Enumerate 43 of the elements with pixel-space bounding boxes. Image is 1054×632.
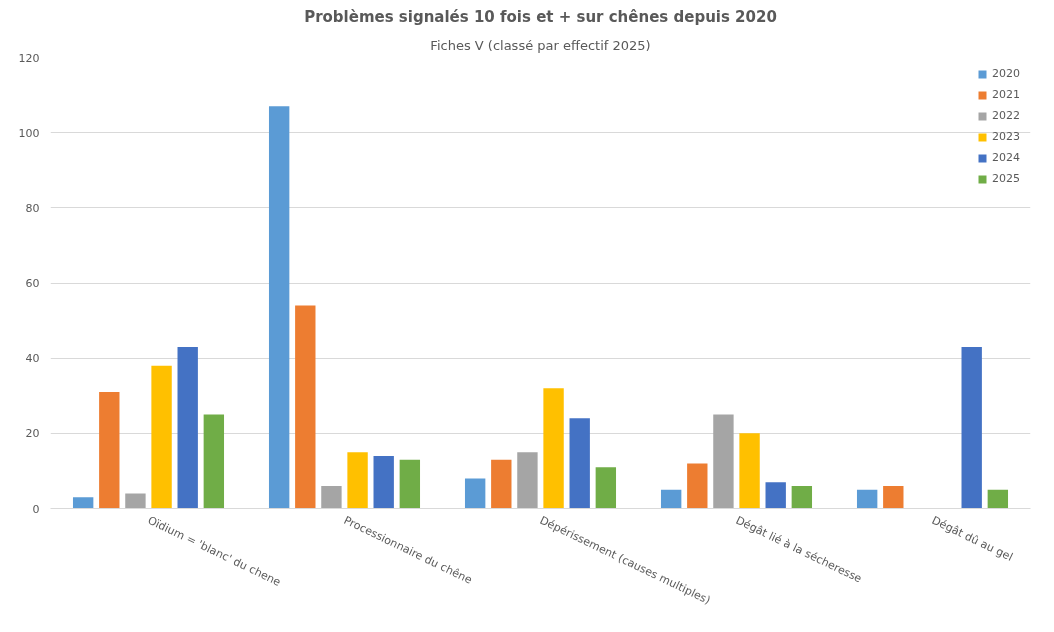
chart-title: Problèmes signalés 10 fois et + sur chênes depuis 2020: [304, 7, 777, 26]
y-tick-label: 120: [18, 51, 40, 65]
bar: [125, 493, 146, 509]
bar: [595, 467, 617, 509]
bar: [765, 482, 786, 509]
y-tick-label: 40: [25, 352, 40, 366]
legend-label: 2021: [992, 88, 1020, 101]
bar: [791, 485, 813, 509]
bar: [883, 485, 904, 509]
bar: [72, 497, 94, 509]
bar: [687, 463, 708, 509]
bar: [347, 452, 368, 509]
bar: [739, 433, 760, 509]
bar: [517, 452, 538, 509]
legend-label: 2024: [992, 151, 1020, 164]
bar: [491, 459, 512, 509]
legend-label: 2023: [992, 130, 1020, 143]
bar: [268, 106, 290, 509]
bar: [177, 346, 198, 509]
legend-label: 2025: [992, 172, 1020, 185]
bar: [151, 365, 172, 509]
bar: [373, 455, 394, 509]
bar: [856, 489, 878, 509]
bar: [543, 388, 564, 509]
bar: [569, 418, 590, 509]
bar: [99, 391, 120, 509]
bar: [660, 489, 682, 509]
y-tick-label: 100: [18, 126, 40, 140]
y-tick-label: 20: [25, 427, 40, 441]
legend-label: 2022: [992, 109, 1020, 122]
bar: [713, 414, 734, 509]
bar: [295, 305, 316, 509]
bar: [203, 414, 225, 509]
bar: [961, 346, 982, 509]
y-tick-label: 80: [25, 201, 40, 215]
bar: [987, 489, 1009, 509]
y-tick-label: 60: [25, 277, 40, 290]
bar: [321, 485, 342, 509]
chart-subtitle: Fiches V (classé par effectif 2025): [430, 37, 651, 53]
y-tick-label: 0: [32, 502, 40, 516]
bar: [464, 478, 486, 509]
legend-label: 2020: [992, 67, 1020, 80]
bar: [399, 459, 421, 509]
